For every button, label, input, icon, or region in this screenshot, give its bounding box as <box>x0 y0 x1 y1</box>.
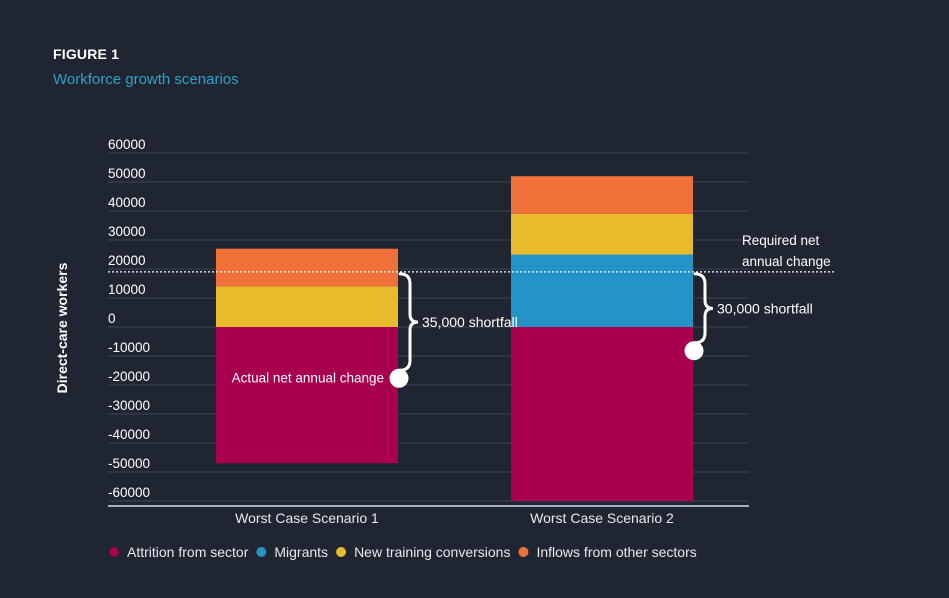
bar-segment <box>216 248 398 287</box>
legend-swatch <box>256 547 267 557</box>
reference-line-label-2: annual change <box>742 254 831 269</box>
y-tick-label: 20000 <box>108 253 146 268</box>
bar-layer <box>216 176 693 501</box>
y-tick-label: -30000 <box>108 398 150 413</box>
y-tick-label: -10000 <box>108 340 150 355</box>
y-tick-label: 60000 <box>108 137 146 152</box>
y-tick-label: -50000 <box>108 456 150 471</box>
shortfall-label: 30,000 shortfall <box>717 300 813 316</box>
legend-label: Inflows from other sectors <box>536 544 696 560</box>
x-tick-label: Worst Case Scenario 1 <box>235 510 379 526</box>
legend-label: Migrants <box>274 544 328 560</box>
figure-label: FIGURE 1 <box>53 46 120 62</box>
y-tick-label: 0 <box>108 311 116 326</box>
y-tick-label: 50000 <box>108 166 146 181</box>
bar-segment <box>216 327 398 464</box>
legend-label: New training conversions <box>354 544 510 560</box>
y-tick-label: 40000 <box>108 195 146 210</box>
y-tick-label: 10000 <box>108 282 146 297</box>
figure-subtitle: Workforce growth scenarios <box>53 71 239 88</box>
y-tick-label: 30000 <box>108 224 146 239</box>
y-tick-label: -40000 <box>108 427 150 442</box>
axis-layer: 60000 50000 40000 30000 20000 10000 0 -10000 -20… <box>54 137 749 526</box>
bar-segment <box>216 286 398 327</box>
legend: Attrition from sector Migrants New trainin… <box>109 544 697 560</box>
shortfall-label: 35,000 shortfall <box>422 314 518 330</box>
y-tick-label: -20000 <box>108 369 150 384</box>
actual-change-marker <box>389 368 409 388</box>
actual-change-marker <box>684 341 704 361</box>
legend-swatch <box>518 547 529 557</box>
shortfall-brace <box>693 272 714 345</box>
legend-swatch <box>336 547 347 557</box>
legend-label: Attrition from sector <box>127 544 249 560</box>
x-tick-label: Worst Case Scenario 2 <box>530 510 674 526</box>
reference-line-label-1: Required net <box>742 233 820 248</box>
shortfall-brace <box>398 272 419 372</box>
bar-segment <box>511 327 693 501</box>
annotation-layer: Required net annual change 35,000 shortfal… <box>108 233 836 388</box>
y-axis-label: Direct-care workers <box>54 262 70 393</box>
bar-segment <box>511 176 693 214</box>
bar-segment <box>511 254 693 327</box>
actual-change-label: Actual net annual change <box>232 370 384 385</box>
bar-segment <box>511 213 693 255</box>
y-tick-label: -60000 <box>108 485 150 500</box>
legend-swatch <box>109 547 119 557</box>
